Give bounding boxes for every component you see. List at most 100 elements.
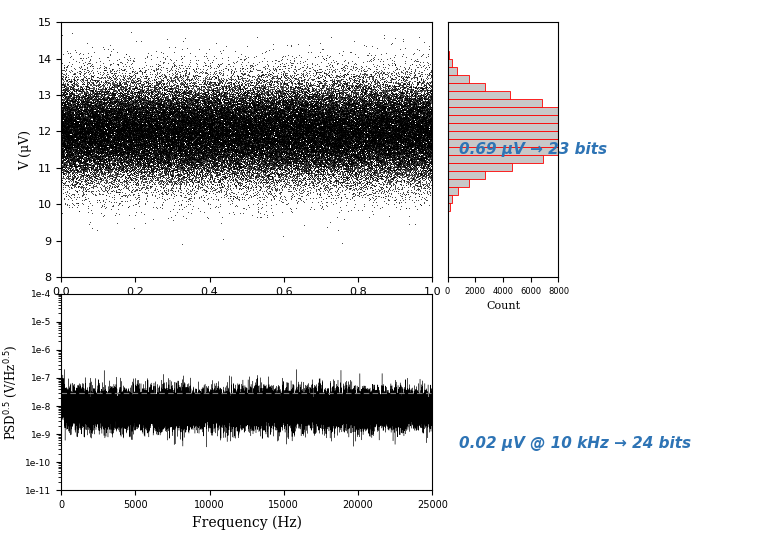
Point <box>99 111 111 120</box>
Point <box>336 112 348 121</box>
Point <box>81 124 93 132</box>
Point <box>139 124 151 132</box>
Point <box>58 138 70 147</box>
Point <box>363 109 375 117</box>
Point <box>85 162 97 171</box>
Point <box>82 126 94 135</box>
Point <box>68 107 80 116</box>
Point <box>311 107 323 116</box>
Point <box>266 127 278 136</box>
Point <box>409 112 422 121</box>
Point <box>102 119 114 128</box>
Point <box>230 144 243 153</box>
Point <box>134 150 146 159</box>
Point <box>139 161 151 170</box>
Point <box>91 155 103 163</box>
Point <box>145 107 157 116</box>
Point <box>313 110 325 119</box>
Point <box>197 149 210 158</box>
Point <box>105 102 117 111</box>
Point <box>356 141 368 150</box>
Point <box>304 112 316 121</box>
Point <box>191 155 203 163</box>
Point <box>213 129 226 137</box>
Point <box>122 145 135 154</box>
Point <box>364 100 376 109</box>
Point <box>71 133 83 142</box>
Point <box>356 111 369 120</box>
Point <box>373 103 386 112</box>
Point <box>317 99 329 108</box>
Point <box>312 107 324 116</box>
Point <box>157 161 169 170</box>
Point <box>365 113 377 122</box>
Point <box>80 157 92 166</box>
Point <box>171 124 183 132</box>
Point <box>397 124 409 133</box>
Point <box>398 150 410 158</box>
Point <box>60 106 72 115</box>
Point <box>341 124 353 133</box>
Point <box>295 121 308 130</box>
Point <box>326 113 338 122</box>
Point <box>156 162 168 171</box>
Point <box>91 122 103 131</box>
Point <box>308 142 321 151</box>
Point <box>66 148 78 157</box>
Point <box>389 143 401 152</box>
Point <box>316 158 328 167</box>
Point <box>393 159 405 168</box>
Point <box>116 106 128 115</box>
Point <box>236 139 248 148</box>
Point <box>229 118 241 127</box>
Point <box>238 148 250 157</box>
Point <box>313 142 325 151</box>
Point <box>207 89 219 98</box>
Point <box>366 133 378 142</box>
Point <box>110 83 122 91</box>
Point <box>382 150 394 159</box>
Point <box>175 125 187 134</box>
Point <box>163 154 175 163</box>
Point <box>417 106 429 115</box>
Point <box>326 130 338 139</box>
Point <box>177 79 189 88</box>
Point <box>110 137 122 146</box>
Point <box>231 156 243 165</box>
Point <box>413 120 425 129</box>
Point <box>165 105 177 114</box>
Point <box>200 119 213 127</box>
Point <box>420 152 432 161</box>
Point <box>292 138 304 147</box>
Point <box>250 107 262 116</box>
Point <box>125 95 138 104</box>
Point <box>112 134 124 143</box>
Point <box>323 132 335 141</box>
Point <box>141 150 153 158</box>
Point <box>90 101 103 110</box>
Point <box>90 117 102 126</box>
Point <box>337 127 349 136</box>
Point <box>135 174 147 183</box>
Point <box>248 105 260 114</box>
Point <box>376 65 388 74</box>
Point <box>138 170 151 179</box>
Point <box>194 145 206 154</box>
Point <box>228 156 240 165</box>
Point <box>80 122 93 131</box>
Point <box>258 131 270 140</box>
Point <box>425 132 438 141</box>
Point <box>61 98 73 106</box>
Point <box>326 78 338 86</box>
Point <box>369 87 382 96</box>
Point <box>352 85 364 94</box>
Point <box>374 106 386 115</box>
Point <box>262 153 275 162</box>
Point <box>217 122 230 131</box>
Point <box>323 175 335 184</box>
Point <box>258 164 270 173</box>
Point <box>263 129 275 138</box>
Point <box>309 93 321 101</box>
Point <box>167 94 179 102</box>
Point <box>382 145 394 153</box>
